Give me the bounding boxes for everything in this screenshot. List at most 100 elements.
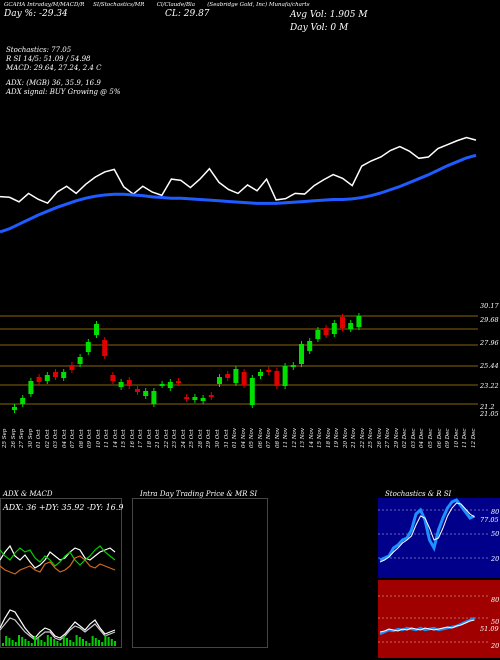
candle-body bbox=[94, 324, 99, 335]
header-title-b: SI/Stochastics/MR bbox=[93, 2, 145, 8]
candle-body bbox=[323, 328, 329, 335]
candle-body bbox=[77, 357, 83, 364]
candle-body bbox=[200, 398, 206, 401]
candle-body bbox=[102, 340, 108, 356]
candle-body bbox=[192, 397, 198, 400]
candle-body bbox=[348, 323, 354, 329]
macd-histogram-bar bbox=[21, 637, 24, 646]
macd-histogram-bar bbox=[101, 642, 104, 646]
macd-histogram-bar bbox=[50, 637, 52, 646]
adx-panel-values: ADX: 36 +DY: 35.92 -DY: 16.9 bbox=[3, 503, 124, 512]
adx-signal-readout: ADX signal: BUY Growing @ 5% bbox=[6, 88, 121, 96]
rsi-signal-line bbox=[379, 619, 475, 633]
header-line1: GCAHA Intraday/M/MACD/R SI/Stochastics/M… bbox=[4, 2, 310, 8]
minus-dy-line bbox=[0, 555, 116, 575]
candle-body bbox=[331, 323, 337, 334]
close-price: CL: 29.87 bbox=[165, 9, 210, 19]
header-title-d: (Seabridge Gold, Inc) Munafa/charts bbox=[207, 2, 310, 8]
candle-body bbox=[85, 342, 91, 352]
candle-body bbox=[143, 391, 149, 396]
macd-histogram-bar bbox=[5, 636, 8, 646]
candle-body bbox=[299, 344, 304, 364]
avg-volume: Avg Vol: 1.905 M bbox=[290, 10, 368, 20]
macd-histogram-bar bbox=[2, 643, 4, 646]
macd-signal-line bbox=[0, 617, 116, 641]
candle-body bbox=[69, 365, 75, 370]
macd-histogram-bar bbox=[34, 636, 36, 646]
candle-body bbox=[249, 378, 255, 405]
candle-body bbox=[258, 372, 263, 376]
rsi-tick-50: 50 bbox=[491, 618, 500, 626]
macd-histogram-bar bbox=[72, 642, 75, 646]
macd-histogram-bar bbox=[78, 637, 81, 646]
day-change: Day %: -29.34 bbox=[4, 9, 68, 19]
macd-histogram-bar bbox=[40, 640, 43, 646]
macd-histogram-bar bbox=[53, 639, 56, 646]
rsi-line bbox=[379, 616, 476, 636]
macd-histogram-bar bbox=[14, 642, 17, 646]
macd-histogram-bar bbox=[85, 641, 88, 646]
macd-histogram-bar bbox=[18, 635, 20, 646]
macd-histogram-bar bbox=[114, 641, 116, 646]
stochastics-d-line bbox=[379, 502, 475, 563]
candle-body bbox=[233, 369, 239, 383]
candle-body bbox=[266, 370, 272, 372]
candle-body bbox=[126, 380, 132, 386]
candle-body bbox=[53, 372, 58, 377]
price-line bbox=[0, 136, 477, 205]
candle-body bbox=[159, 384, 165, 386]
candle-body bbox=[61, 372, 67, 378]
candle-body bbox=[225, 374, 231, 378]
macd-histogram-bar bbox=[43, 642, 46, 646]
candle-body bbox=[217, 377, 222, 384]
macd-histogram-bar bbox=[30, 643, 33, 646]
price-tick: 21.2 bbox=[480, 403, 495, 411]
stoch-panel-title: Stochastics & R SI bbox=[385, 490, 452, 498]
candle-body bbox=[307, 341, 313, 351]
macd-histogram-bar bbox=[94, 638, 97, 646]
candle-body bbox=[118, 382, 124, 387]
macd-histogram-bar bbox=[98, 640, 100, 646]
candle-body bbox=[44, 375, 50, 381]
macd-histogram-bar bbox=[82, 639, 84, 646]
candle-body bbox=[282, 366, 288, 386]
macd-histogram-bar bbox=[110, 639, 113, 646]
stoch-tick-20: 20 bbox=[491, 555, 500, 563]
macd-histogram-bar bbox=[27, 641, 30, 646]
adx-readout: ADX: (MGB) 36, 35.9, 16.9 bbox=[6, 79, 101, 87]
stochastics-readout: Stochastics: 77.05 bbox=[6, 46, 72, 54]
price-tick: 27.96 bbox=[480, 339, 499, 347]
rsi-panel bbox=[378, 580, 500, 658]
macd-histogram-bar bbox=[8, 638, 11, 646]
candle-body bbox=[167, 382, 173, 388]
macd-histogram-bar bbox=[56, 641, 59, 646]
macd-histogram-bar bbox=[88, 643, 91, 646]
candle-body bbox=[315, 330, 321, 339]
candle-body bbox=[176, 381, 181, 383]
candle-body bbox=[110, 375, 116, 381]
macd-histogram-bar bbox=[69, 640, 72, 646]
price-tick: 23.22 bbox=[480, 382, 499, 390]
candle-body bbox=[20, 398, 26, 404]
macd-histogram-bar bbox=[75, 635, 78, 646]
macd-histogram-bar bbox=[66, 638, 68, 646]
macd-histogram-bar bbox=[46, 635, 49, 646]
candle-body bbox=[28, 381, 34, 394]
candle-body bbox=[151, 391, 157, 404]
macd-histogram-bar bbox=[37, 638, 40, 646]
rsi-value-label: 51.09 bbox=[480, 625, 499, 633]
macd-histogram-bar bbox=[104, 635, 107, 646]
rsi-tick-20: 20 bbox=[491, 642, 500, 650]
candle-body bbox=[184, 397, 190, 399]
intraday-panel-title: Intra Day Trading Price & MR SI bbox=[140, 490, 258, 498]
stoch-value-label: 77.05 bbox=[480, 516, 499, 524]
macd-histogram-bar bbox=[107, 637, 110, 646]
day-volume: Day Vol: 0 M bbox=[290, 23, 349, 33]
ema-line bbox=[0, 153, 477, 234]
adx-line bbox=[0, 544, 116, 569]
macd-readout: MACD: 29.64, 27.24, 2.4 C bbox=[6, 64, 102, 72]
adx-panel bbox=[0, 498, 122, 648]
header-title-a: GCAHA Intraday/M/MACD/R bbox=[4, 2, 85, 8]
candle-body bbox=[12, 407, 17, 410]
